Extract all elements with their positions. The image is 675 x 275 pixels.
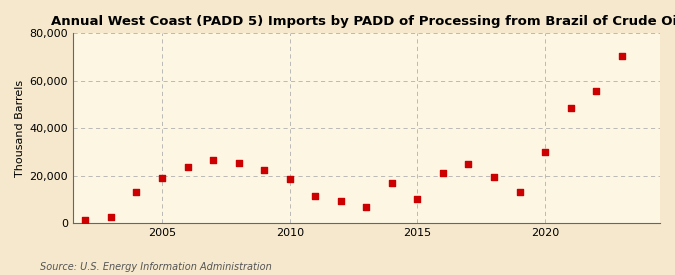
Point	[616, 54, 627, 58]
Point	[387, 181, 398, 185]
Text: Source: U.S. Energy Information Administration: Source: U.S. Energy Information Administ…	[40, 262, 272, 272]
Point	[565, 106, 576, 110]
Point	[80, 218, 91, 222]
Point	[540, 150, 551, 154]
Title: Annual West Coast (PADD 5) Imports by PADD of Processing from Brazil of Crude Oi: Annual West Coast (PADD 5) Imports by PA…	[51, 15, 675, 28]
Point	[259, 167, 269, 172]
Point	[182, 165, 193, 170]
Point	[105, 215, 116, 219]
Point	[437, 171, 448, 175]
Point	[234, 160, 244, 165]
Point	[157, 176, 167, 180]
Point	[361, 204, 372, 209]
Point	[489, 175, 500, 179]
Point	[131, 190, 142, 194]
Point	[412, 197, 423, 202]
Point	[591, 89, 601, 94]
Point	[310, 194, 321, 198]
Y-axis label: Thousand Barrels: Thousand Barrels	[15, 80, 25, 177]
Point	[463, 162, 474, 166]
Point	[514, 190, 525, 194]
Point	[335, 198, 346, 203]
Point	[208, 158, 219, 163]
Point	[284, 177, 295, 182]
